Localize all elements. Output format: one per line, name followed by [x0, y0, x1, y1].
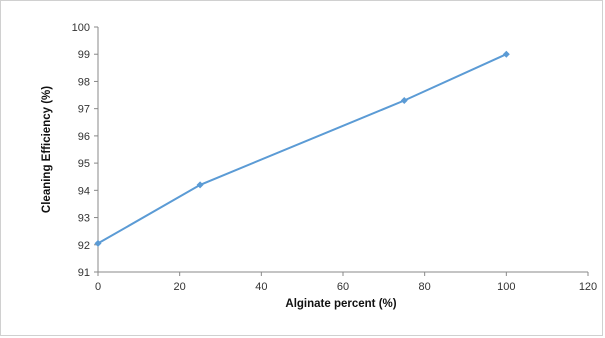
- data-point-marker: [94, 239, 102, 247]
- y-tick-label: 97: [78, 104, 90, 116]
- y-tick-label: 93: [78, 213, 90, 225]
- data-point-marker: [400, 97, 408, 104]
- x-tick-label: 0: [95, 281, 101, 293]
- x-tick-group: 0 20 40 60 80 100 120: [95, 272, 597, 293]
- series-line: [97, 53, 507, 245]
- y-tick-label: 100: [72, 22, 90, 34]
- y-tick-label: 99: [78, 49, 90, 61]
- x-tick-label: 100: [497, 281, 515, 293]
- y-tick-label: 92: [78, 240, 90, 252]
- y-tick-label: 91: [78, 267, 90, 279]
- y-tick-label: 94: [78, 185, 90, 197]
- y-tick-label: 96: [78, 131, 90, 143]
- x-tick-label: 60: [337, 281, 349, 293]
- x-tick-label: 80: [419, 281, 431, 293]
- series-layer: [94, 50, 510, 247]
- y-tick-label: 95: [78, 158, 90, 170]
- data-point-marker: [502, 50, 510, 58]
- y-axis-title: Cleaning Efficiency (%): [41, 86, 53, 213]
- y-tick-label: 98: [78, 76, 90, 88]
- data-point-marker: [196, 181, 204, 189]
- y-tick-group: 91 92 93 94 95 96 97 98 99 100: [72, 22, 98, 279]
- x-tick-label: 120: [579, 281, 597, 293]
- x-tick-label: 20: [174, 281, 186, 293]
- x-axis-title: Alginate percent (%): [285, 298, 396, 310]
- x-tick-label: 40: [255, 281, 267, 293]
